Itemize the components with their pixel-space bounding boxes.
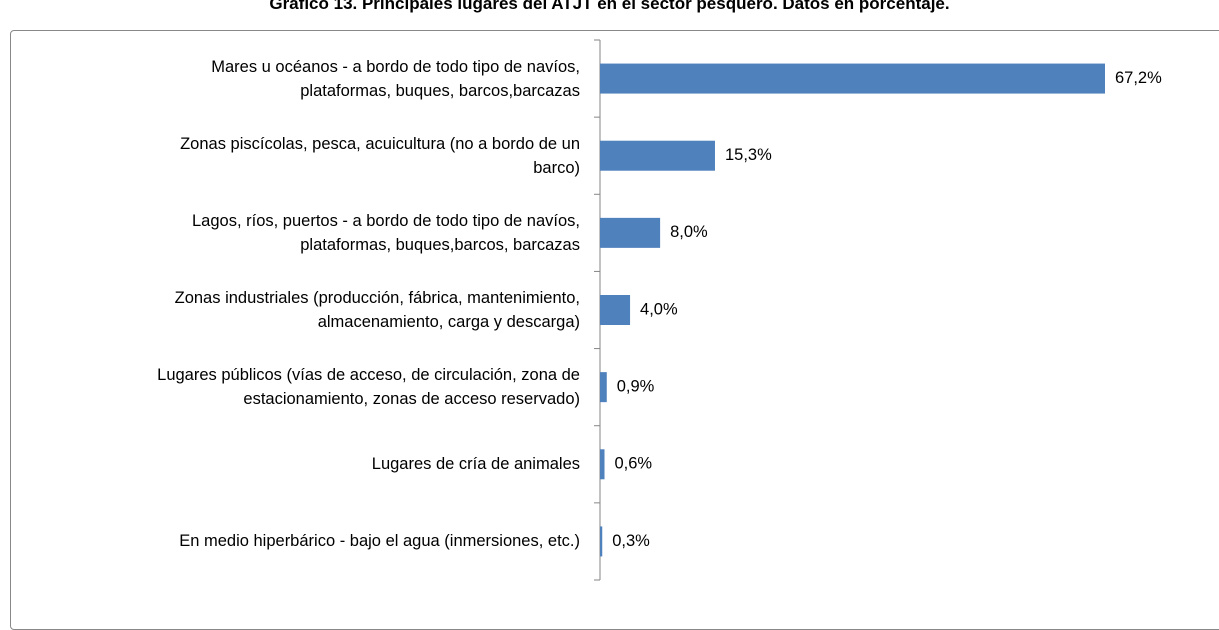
bar bbox=[600, 449, 605, 480]
value-label: 15,3% bbox=[725, 146, 772, 164]
page: Gráfico 13. Principales lugares del ATJT… bbox=[10, 0, 1219, 630]
bar bbox=[600, 295, 631, 325]
value-label: 0,9% bbox=[617, 378, 655, 396]
category-label: Mares u océanos - a bordo de todo tipo d… bbox=[211, 57, 580, 100]
value-label: 0,6% bbox=[615, 455, 653, 473]
value-label: 4,0% bbox=[640, 300, 678, 318]
category-label: Zonas industriales (producción, fábrica,… bbox=[174, 289, 580, 331]
bar bbox=[600, 372, 607, 403]
chart: 67,2% 15,3% 8,0% 4,0% 0,9% 0,6% 0,3% bbox=[594, 39, 1162, 581]
bar bbox=[600, 140, 715, 171]
category-label: Zonas piscícolas, pesca, acuicultura (no… bbox=[180, 134, 580, 177]
category-label: En medio hiperbárico - bajo el agua (inm… bbox=[179, 532, 580, 551]
value-label: 67,2% bbox=[1115, 69, 1162, 87]
category-label: Lugares públicos (vías de acceso, de cir… bbox=[157, 366, 580, 409]
bar bbox=[600, 63, 1105, 94]
value-label: 8,0% bbox=[670, 223, 708, 241]
value-label: 0,3% bbox=[612, 532, 650, 550]
bar bbox=[600, 526, 603, 557]
category-label: Lagos, ríos, puertos - a bordo de todo t… bbox=[192, 211, 580, 254]
category-label: Lugares de cría de animales bbox=[371, 455, 580, 474]
chart-title: Gráfico 13. Principales lugares del ATJT… bbox=[269, 0, 950, 13]
bar bbox=[600, 217, 661, 248]
